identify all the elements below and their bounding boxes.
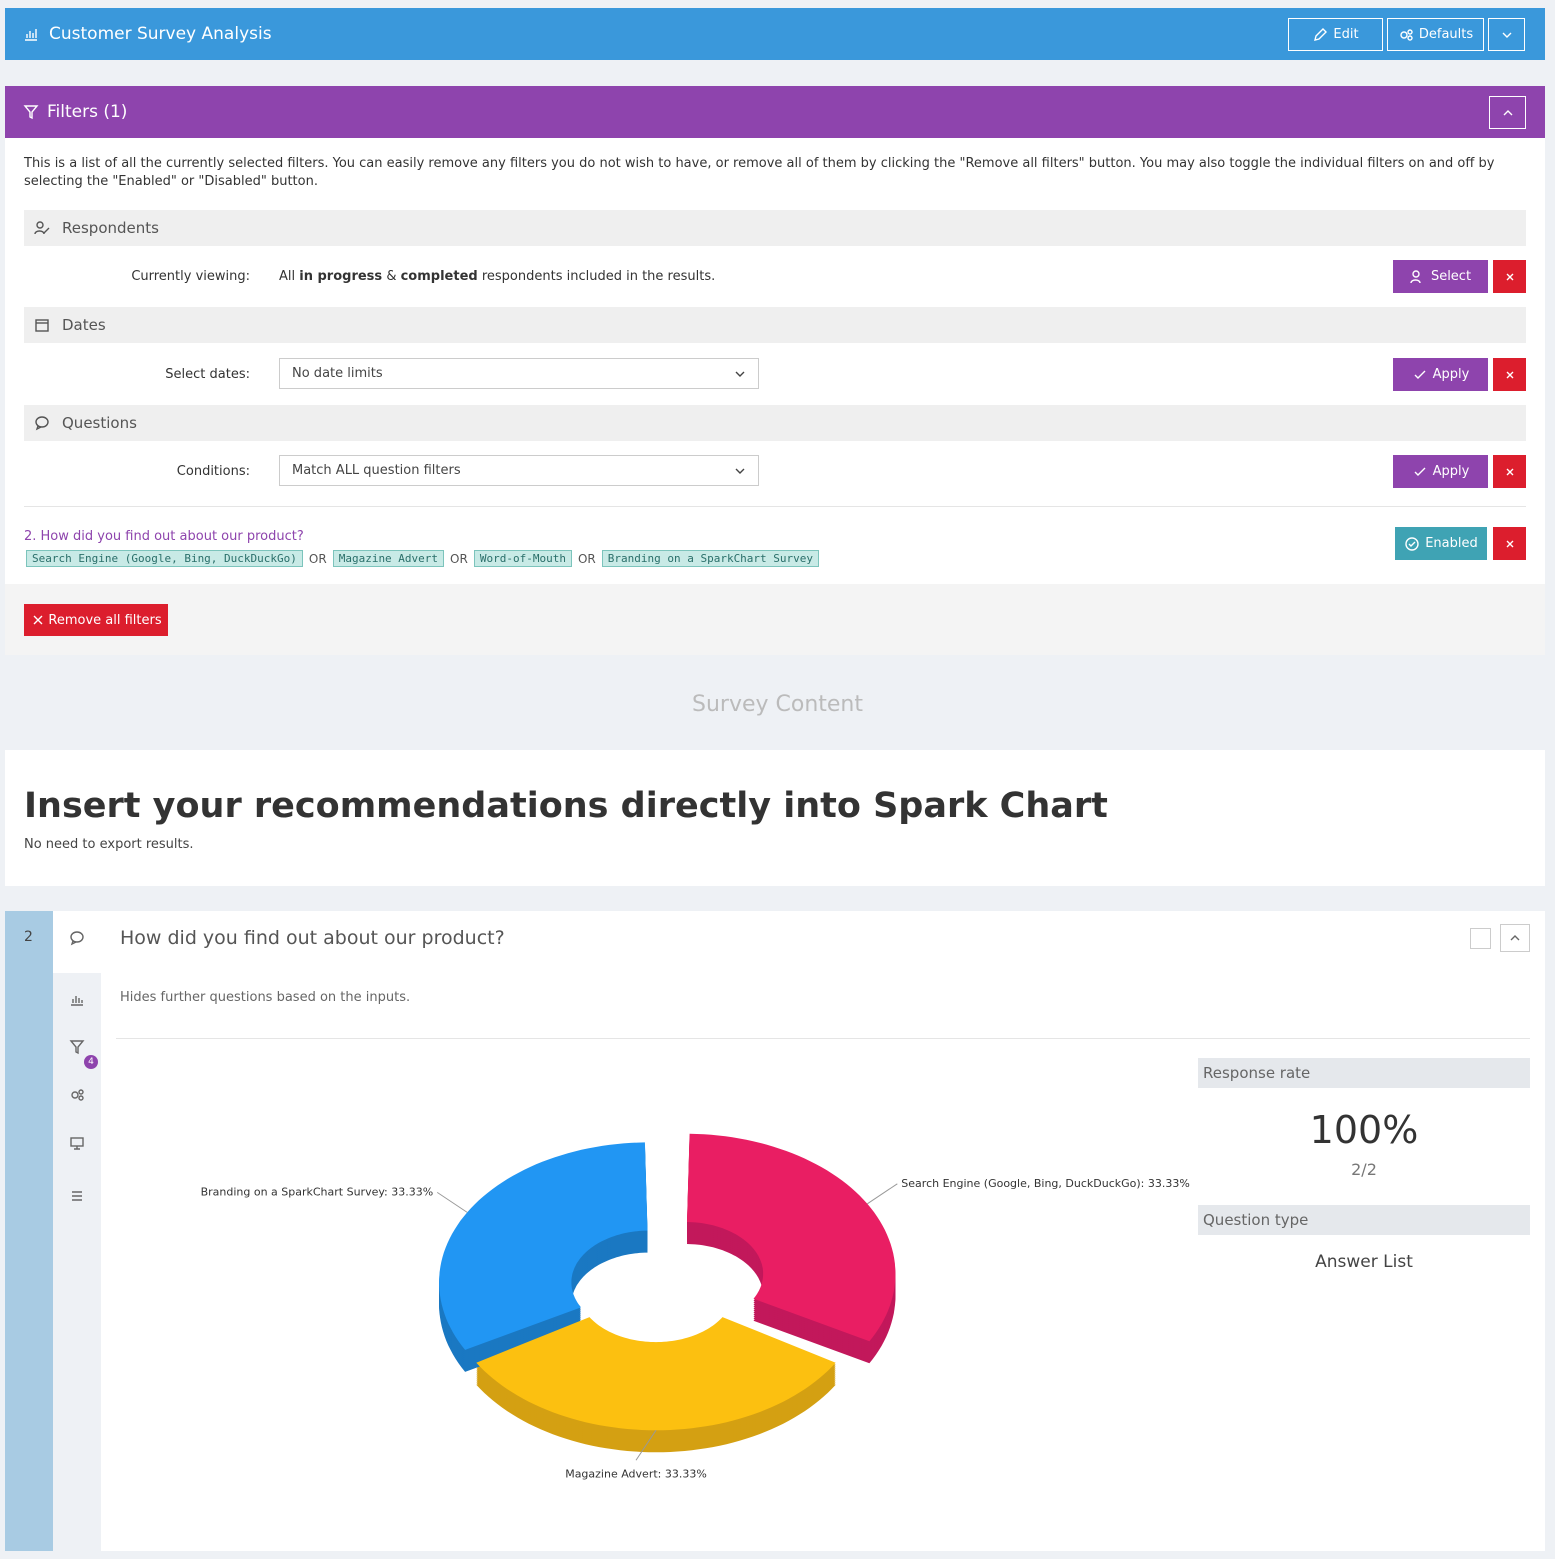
or: OR <box>450 551 468 566</box>
question-strip <box>5 911 53 1551</box>
collapse-button[interactable] <box>1500 924 1530 952</box>
remove-button[interactable] <box>1493 527 1526 560</box>
conditions-select[interactable]: Match ALL question filters <box>279 455 759 486</box>
filters-title: Filters (1) <box>47 102 128 122</box>
defaults-button[interactable]: Defaults <box>1387 18 1484 51</box>
question-number: 2 <box>24 929 33 945</box>
apply-label[interactable]: Apply <box>1432 367 1470 382</box>
data-label: Branding on a SparkChart Survey: 33.33% <box>201 1185 434 1198</box>
filters-footer <box>5 584 1545 655</box>
text: in progress <box>299 269 383 284</box>
answer-tag: Search Engine (Google, Bing, DuckDuckGo) <box>26 550 303 567</box>
text: respondents included in the results. <box>481 269 716 284</box>
divider <box>24 506 1526 507</box>
remove-button[interactable] <box>1493 260 1526 293</box>
remove-all-label[interactable]: Remove all filters <box>48 612 162 628</box>
remove-all-button[interactable]: Remove all filters <box>24 604 168 636</box>
respondents-bar: Respondents <box>24 210 1526 246</box>
answer-tags: Search Engine (Google, Bing, DuckDuckGo)… <box>26 550 820 567</box>
data-label: Search Engine (Google, Bing, DuckDuckGo)… <box>901 1177 1190 1190</box>
filter-question: 2. How did you find out about our produc… <box>24 529 304 544</box>
leader-line <box>867 1183 898 1205</box>
conditions-label: Conditions: <box>176 464 250 479</box>
app-title: Customer Survey Analysis <box>49 24 272 44</box>
dates-bar: Dates <box>24 307 1526 343</box>
remove-button[interactable] <box>1493 455 1526 488</box>
question-description: Hides further questions based on the inp… <box>120 990 411 1005</box>
answer-tag: Word-of-Mouth <box>473 550 572 567</box>
pie-chart: Search Engine (Google, Bing, DuckDuckGo)… <box>201 1133 1190 1480</box>
select-value[interactable]: Match ALL question filters <box>292 463 461 478</box>
question-type-label: Question type <box>1198 1205 1530 1235</box>
collapse-button[interactable] <box>1489 96 1526 129</box>
text: completed <box>400 269 478 284</box>
section-title: Survey Content <box>691 692 863 717</box>
select-button[interactable]: Select <box>1393 260 1488 293</box>
respondents-title: Respondents <box>62 219 159 237</box>
banner: Insert your recommendations directly int… <box>5 750 1545 886</box>
enabled-button[interactable]: Enabled <box>1395 527 1487 560</box>
apply-label[interactable]: Apply <box>1432 464 1470 479</box>
banner-subheading: No need to export results. <box>24 837 194 852</box>
response-count: 2/2 <box>1351 1160 1377 1179</box>
checkbox[interactable] <box>1470 928 1491 949</box>
question-type-value: Answer List <box>1315 1252 1413 1272</box>
data-label: Magazine Advert: 33.33% <box>565 1467 707 1480</box>
text: All <box>279 269 296 284</box>
defaults-label[interactable]: Defaults <box>1418 27 1474 42</box>
dropdown-button[interactable] <box>1488 18 1525 51</box>
questions-title: Questions <box>62 414 137 432</box>
response-rate-value: 100% <box>1309 1108 1419 1152</box>
divider <box>116 1038 1530 1039</box>
apply-button[interactable]: Apply <box>1393 358 1488 391</box>
dates-label: Select dates: <box>165 367 250 382</box>
slice <box>439 1142 648 1350</box>
respondents-label: Currently viewing: <box>131 269 250 284</box>
banner-heading: Insert your recommendations directly int… <box>24 786 1108 826</box>
leader-line <box>635 1430 657 1461</box>
remove-button[interactable] <box>1493 358 1526 391</box>
icon-column: 4 <box>53 911 101 1551</box>
question-title: How did you find out about our product? <box>120 927 505 949</box>
leader-line <box>436 1191 468 1213</box>
text: & <box>386 269 397 284</box>
header-bar: Customer Survey Analysis Edit Defaults <box>5 8 1545 60</box>
edit-button[interactable]: Edit <box>1288 18 1383 51</box>
enabled-label[interactable]: Enabled <box>1425 536 1478 551</box>
response-rate-label: Response rate <box>1198 1058 1530 1088</box>
dates-select[interactable]: No date limits <box>279 358 759 389</box>
select-label[interactable]: Select <box>1430 269 1472 284</box>
answer-tag: Magazine Advert <box>332 550 445 567</box>
filter-badge: 4 <box>84 1055 98 1069</box>
slice <box>687 1133 896 1342</box>
chart-icon <box>25 29 37 41</box>
filters-bar: Filters (1) <box>5 86 1545 138</box>
select-value[interactable]: No date limits <box>292 366 383 381</box>
questions-bar: Questions <box>24 405 1526 441</box>
respondents-text: All in progress & completed respondents … <box>279 269 715 284</box>
edit-label[interactable]: Edit <box>1333 27 1359 42</box>
apply-button[interactable]: Apply <box>1393 455 1488 488</box>
answer-tag: Branding on a SparkChart Survey <box>601 550 820 567</box>
or: OR <box>308 551 327 566</box>
filters-description: This is a list of all the currently sele… <box>24 156 1495 189</box>
slice <box>476 1317 836 1431</box>
dates-title: Dates <box>62 316 106 334</box>
or: OR <box>577 551 596 566</box>
